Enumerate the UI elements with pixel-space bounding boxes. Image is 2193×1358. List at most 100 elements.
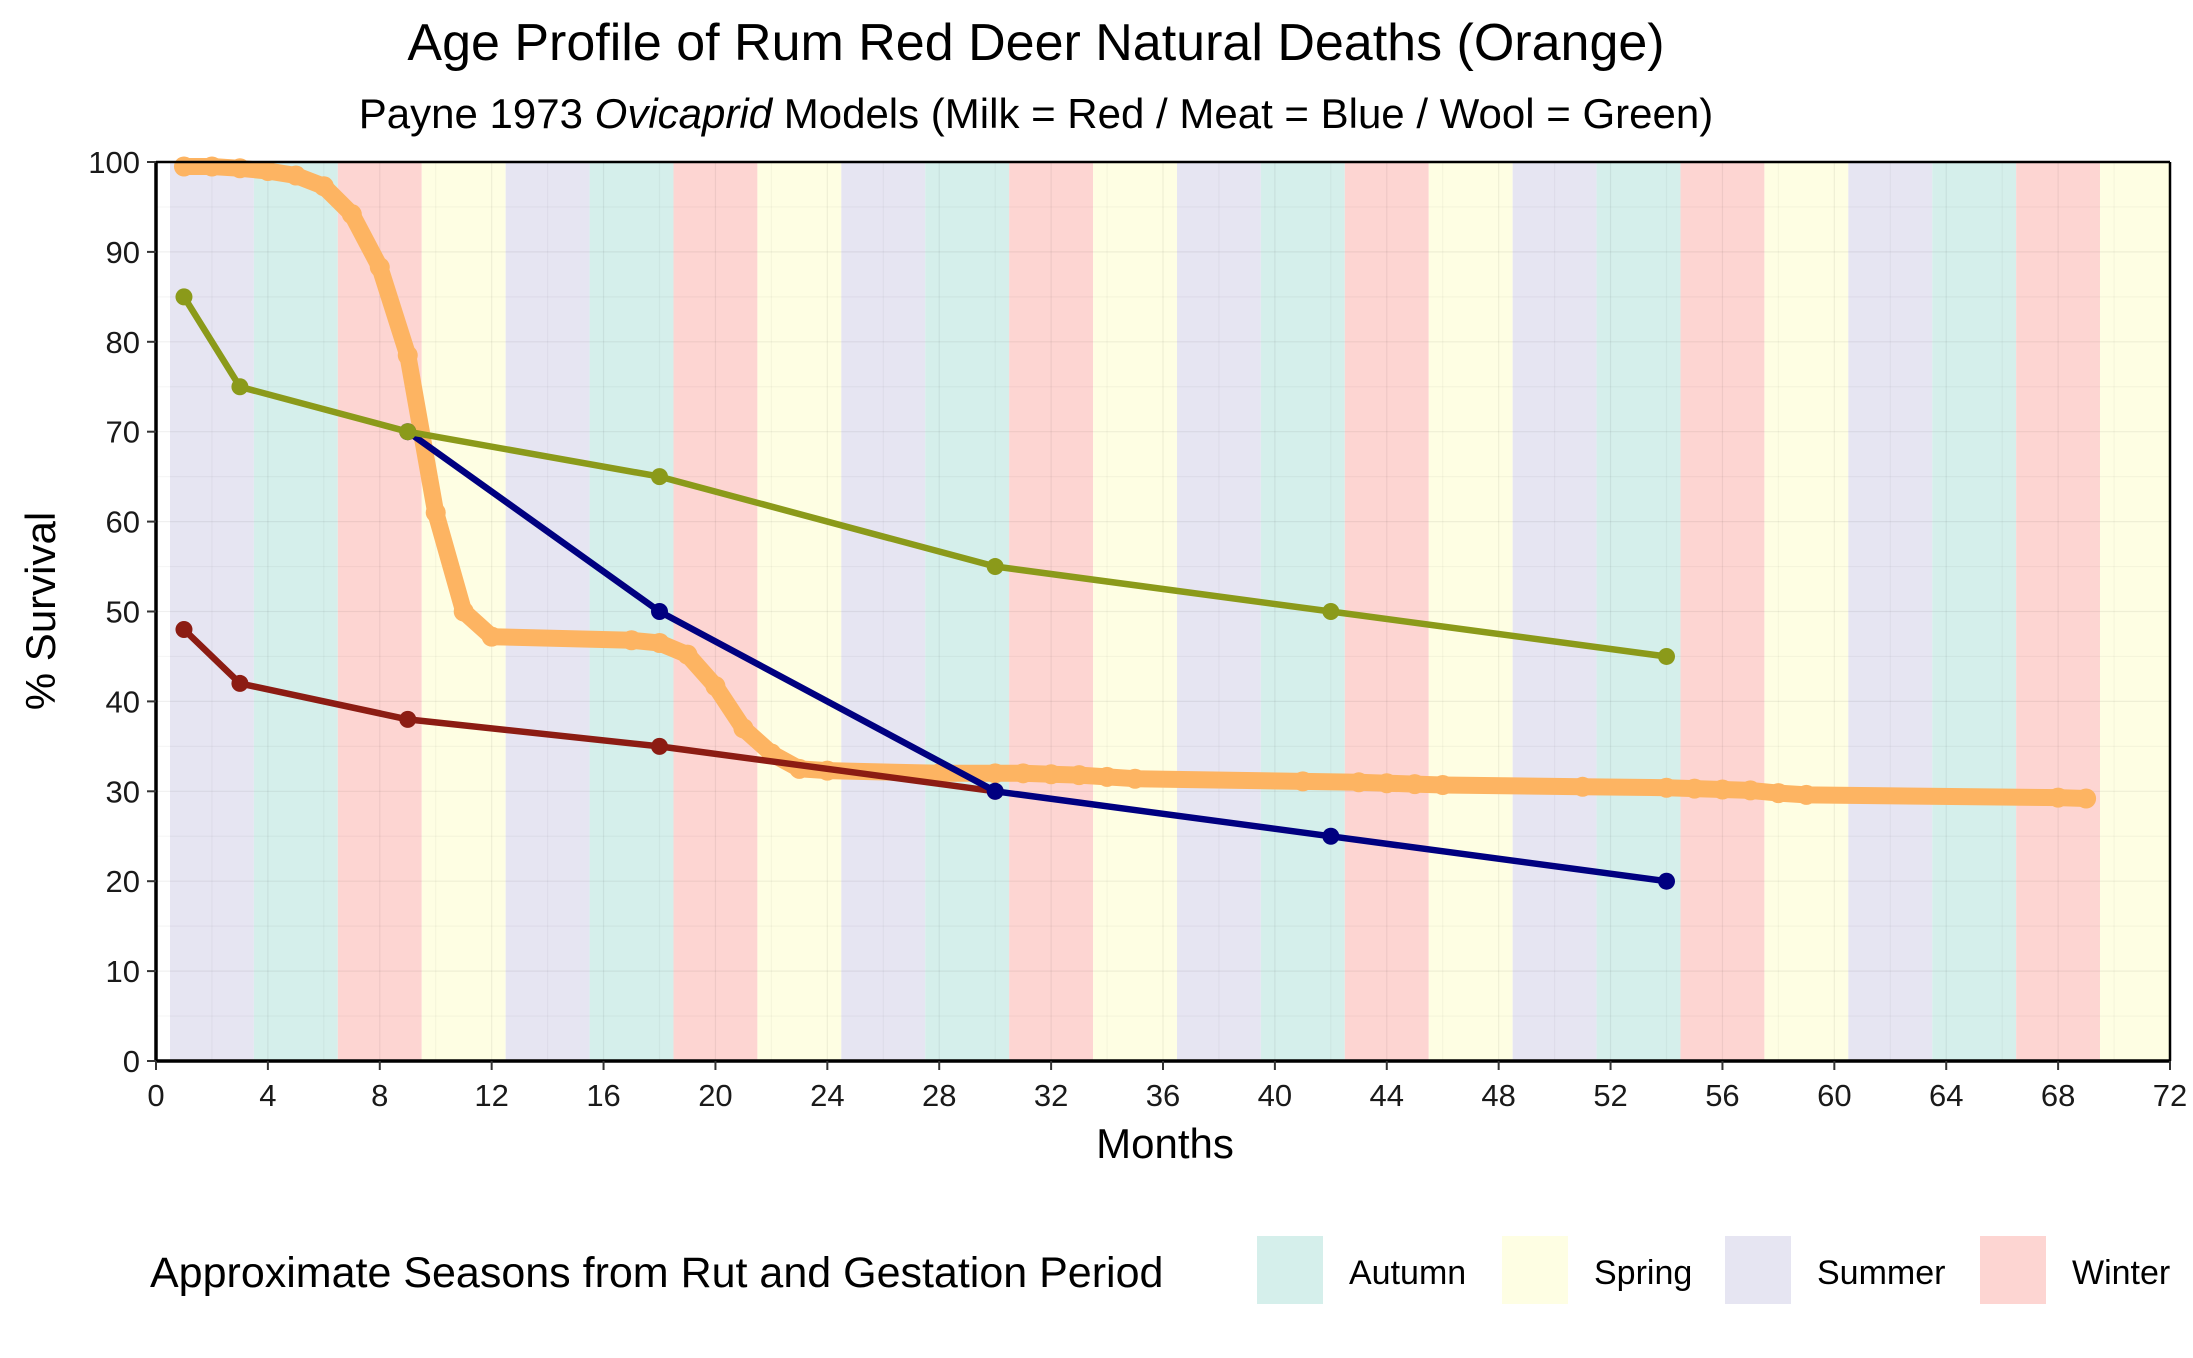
series-0 xyxy=(173,156,2097,809)
series-point-0 xyxy=(1013,763,1034,784)
series-point-0 xyxy=(2048,787,2069,808)
x-tick-label: 36 xyxy=(1146,1078,1180,1113)
series-point-0 xyxy=(1097,766,1118,787)
x-axis-title: Months xyxy=(1096,1120,1234,1167)
series-point-0 xyxy=(481,626,502,647)
series-point-0 xyxy=(677,644,698,665)
season-legend: Approximate Seasons from Rut and Gestati… xyxy=(150,1236,2170,1304)
season-band-summer xyxy=(505,162,590,1061)
x-tick-label: 16 xyxy=(586,1078,620,1113)
series-point-0 xyxy=(257,160,278,181)
series-point-3 xyxy=(175,288,193,306)
subtitle-part-2: Models (Milk = Red / Meat = Blue / Wool … xyxy=(772,90,1713,137)
legend-items: Autumn Spring Summer Winter xyxy=(1257,1236,2170,1304)
subtitle-part-0: Payne 1973 xyxy=(359,90,595,137)
season-band-winter xyxy=(2016,162,2101,1061)
y-tick-label: 80 xyxy=(106,325,140,360)
x-tick-label: 28 xyxy=(922,1078,956,1113)
y-axis-title: % Survival xyxy=(17,512,64,710)
series-point-0 xyxy=(1348,772,1369,793)
y-axis-ticks: 0 10 20 30 40 50 60 70 80 90 100 xyxy=(88,145,156,1079)
series-point-0 xyxy=(1572,776,1593,797)
season-bands xyxy=(169,162,2170,1061)
series-point-0 xyxy=(1768,783,1789,804)
series-point-0 xyxy=(341,204,362,225)
series-layer xyxy=(173,156,2097,890)
season-band-summer xyxy=(1848,162,1933,1061)
season-band-spring xyxy=(1093,162,1177,1061)
legend-label-spring: Spring xyxy=(1594,1254,1692,1292)
season-band-autumn xyxy=(925,162,1010,1061)
season-band-winter xyxy=(337,162,422,1061)
series-point-0 xyxy=(1712,779,1733,800)
series-point-0 xyxy=(1684,778,1705,799)
y-tick-label: 70 xyxy=(106,415,140,450)
series-point-0 xyxy=(1796,784,1817,805)
series-point-3 xyxy=(651,468,668,486)
series-point-0 xyxy=(1404,774,1425,795)
series-3 xyxy=(175,288,1675,665)
x-tick-label: 0 xyxy=(147,1078,164,1113)
series-point-0 xyxy=(1041,764,1062,785)
season-band-winter xyxy=(1344,162,1429,1061)
y-tick-label: 40 xyxy=(106,684,140,719)
series-point-1 xyxy=(651,737,668,755)
series-point-0 xyxy=(1069,765,1090,786)
series-point-0 xyxy=(1125,768,1146,789)
x-tick-label: 24 xyxy=(810,1078,844,1113)
series-point-3 xyxy=(1658,647,1675,665)
series-point-0 xyxy=(649,632,670,653)
legend-label-autumn: Autumn xyxy=(1349,1254,1466,1292)
series-point-0 xyxy=(173,156,194,177)
season-band-autumn xyxy=(1596,162,1681,1061)
x-axis-ticks: 0 4 8 12 16 20 24 28 32 36 40 44 48 52 56 60 64 68 72 xyxy=(147,1061,2187,1113)
season-band-spring xyxy=(1764,162,1849,1061)
x-tick-label: 60 xyxy=(1817,1078,1851,1113)
subtitle-part-1: Ovicaprid xyxy=(595,90,774,137)
legend-swatch-autumn xyxy=(1257,1236,1323,1304)
series-point-0 xyxy=(705,676,726,697)
y-tick-label: 10 xyxy=(106,954,140,989)
x-tick-label: 20 xyxy=(698,1078,732,1113)
series-point-0 xyxy=(733,718,754,739)
series-point-0 xyxy=(621,630,642,651)
series-point-3 xyxy=(231,378,249,396)
chart-subtitle: Payne 1973 Ovicaprid Models (Milk = Red … xyxy=(359,90,1713,137)
series-point-0 xyxy=(313,176,334,197)
x-tick-label: 44 xyxy=(1370,1078,1404,1113)
x-tick-label: 56 xyxy=(1705,1078,1739,1113)
series-point-3 xyxy=(1322,603,1340,620)
series-point-0 xyxy=(425,502,446,523)
series-point-0 xyxy=(285,165,306,186)
season-band-autumn xyxy=(1932,162,2017,1061)
y-tick-label: 0 xyxy=(123,1044,140,1079)
y-tick-label: 100 xyxy=(88,145,140,180)
y-tick-label: 20 xyxy=(106,864,140,899)
chart-title: Age Profile of Rum Red Deer Natural Deat… xyxy=(407,14,1664,72)
season-band-spring xyxy=(1428,162,1513,1061)
season-band-summer xyxy=(169,162,254,1061)
series-point-0 xyxy=(201,156,222,177)
season-band-winter xyxy=(673,162,758,1061)
y-tick-label: 30 xyxy=(106,774,140,809)
series-point-0 xyxy=(397,345,418,366)
season-band-autumn xyxy=(253,162,338,1061)
series-point-0 xyxy=(1432,775,1453,796)
series-point-2 xyxy=(1658,872,1675,890)
series-point-2 xyxy=(986,782,1004,800)
season-band-spring xyxy=(2100,162,2170,1061)
series-point-2 xyxy=(1322,827,1340,845)
series-point-0 xyxy=(1376,773,1397,794)
series-point-1 xyxy=(399,710,417,728)
x-tick-label: 8 xyxy=(371,1078,388,1113)
season-band-spring xyxy=(757,162,842,1061)
series-point-0 xyxy=(929,763,950,784)
series-point-3 xyxy=(399,423,417,441)
season-band-winter xyxy=(1009,162,1094,1061)
x-tick-label: 68 xyxy=(2041,1078,2075,1113)
season-band-winter xyxy=(1680,162,1765,1061)
series-point-3 xyxy=(986,558,1004,576)
y-tick-label: 50 xyxy=(106,595,140,630)
x-tick-label: 12 xyxy=(474,1078,508,1113)
